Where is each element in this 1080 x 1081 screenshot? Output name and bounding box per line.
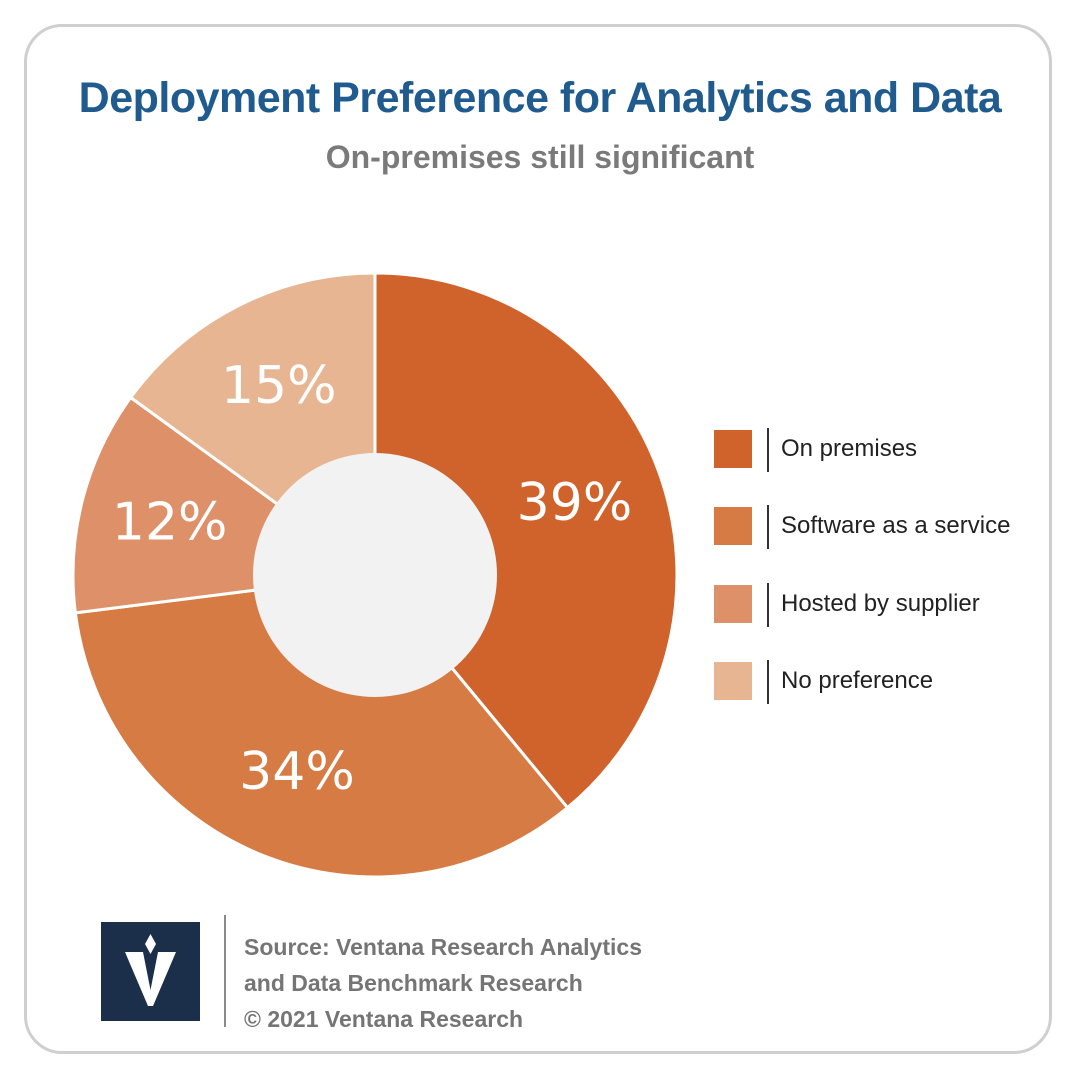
- legend-divider: [767, 505, 769, 549]
- legend-divider: [767, 660, 769, 704]
- slice-label-software-as-a-service: 34%: [239, 742, 355, 802]
- legend-divider: [767, 583, 769, 627]
- legend-swatch: [714, 507, 752, 545]
- footer-divider: [224, 915, 226, 1027]
- legend-swatch: [714, 662, 752, 700]
- legend-item-no-preference: No preference: [714, 660, 1054, 704]
- slice-label-no-preference: 15%: [221, 356, 337, 416]
- legend-label: Hosted by supplier: [781, 590, 980, 617]
- source-line: and Data Benchmark Research: [244, 970, 583, 996]
- slice-on-premises: [373, 271, 679, 810]
- legend-item-hosted-by-supplier: Hosted by supplier: [714, 583, 1054, 627]
- legend-item-on-premises: On premises: [714, 428, 1054, 472]
- ventana-v-logo-icon: [101, 922, 200, 1021]
- source-note: Source: Ventana Research Analytics and D…: [244, 929, 642, 1037]
- donut-center: [253, 453, 497, 697]
- legend-label: On premises: [781, 435, 918, 462]
- legend-swatch: [714, 585, 752, 623]
- donut-chart: 39% 34% 12% 15%: [71, 271, 679, 879]
- legend-label: Software as a service: [781, 512, 1011, 539]
- legend-item-software-as-a-service: Software as a service: [714, 505, 1054, 549]
- chart-title: Deployment Preference for Analytics and …: [78, 74, 1002, 122]
- legend-divider: [767, 428, 769, 472]
- legend-label: No preference: [781, 667, 934, 694]
- chart-subtitle: On-premises still significant: [325, 139, 755, 175]
- slice-software-as-a-service: [73, 573, 570, 879]
- copyright: © 2021 Ventana Research: [244, 1006, 524, 1032]
- slice-label-on-premises: 39%: [517, 473, 633, 533]
- slice-label-hosted-by-supplier: 12%: [112, 492, 228, 552]
- legend-swatch: [714, 430, 752, 468]
- source-line: Source: Ventana Research Analytics: [244, 934, 642, 960]
